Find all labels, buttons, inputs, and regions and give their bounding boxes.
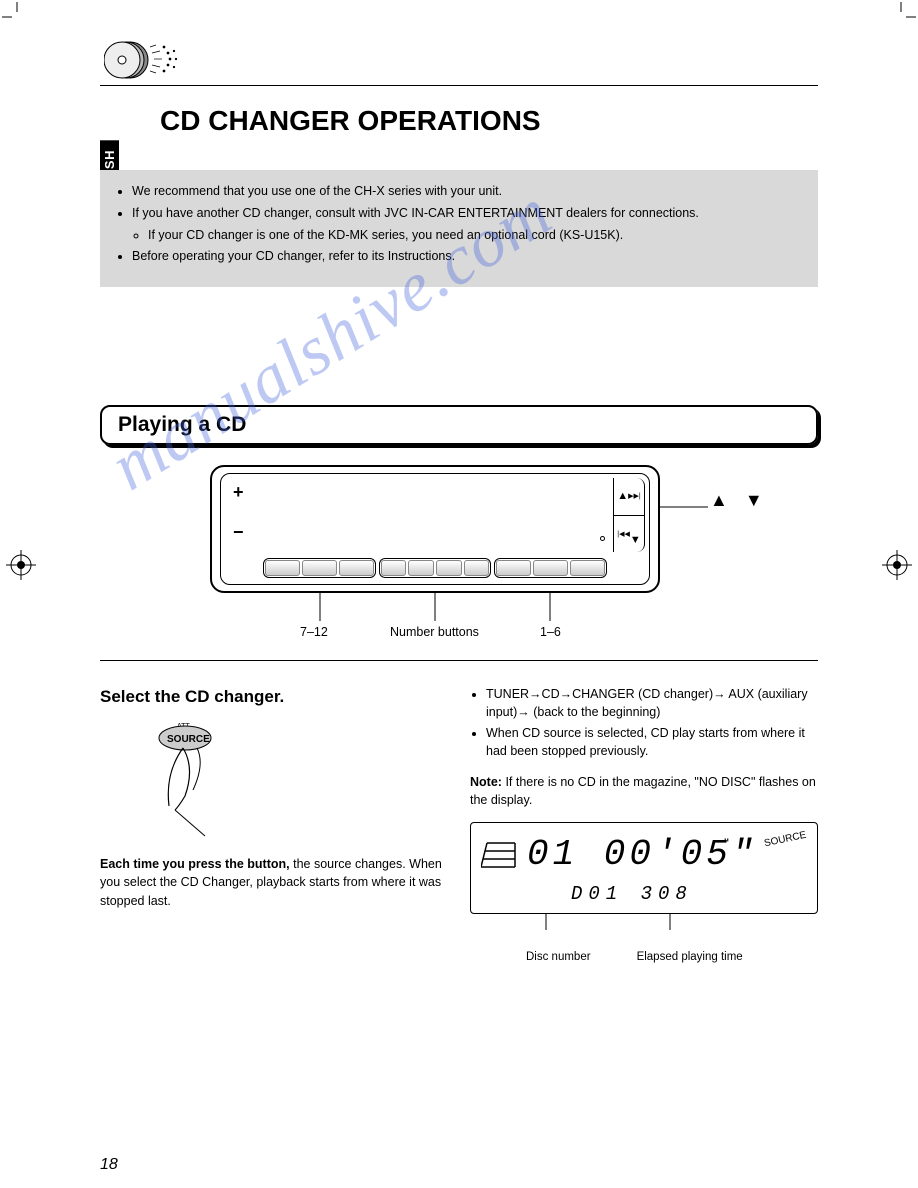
callout-7-12: 7–12 [300, 625, 328, 639]
cd-stack-icon [104, 37, 184, 88]
rocker-chevrons-label: ▲ ▼ [710, 490, 769, 511]
info-subitem: If your CD changer is one of the KD-MK s… [148, 226, 802, 245]
header-rule [100, 85, 818, 86]
lcd-sub-readout: D01 308 [571, 881, 693, 909]
source-button-illustration: ATT SOURCE [145, 718, 445, 843]
registration-mark-right [882, 550, 912, 585]
button-cluster-mid [379, 558, 492, 578]
volume-up-icon: + [233, 482, 244, 503]
indicator-dot-icon [600, 536, 605, 541]
lcd-tick-icon: " [724, 833, 729, 853]
crop-mark-tr [886, 2, 916, 32]
lcd-annot-right: Elapsed playing time [637, 949, 743, 966]
info-item: Before operating your CD changer, refer … [132, 247, 802, 266]
info-item-text: If you have another CD changer, consult … [132, 206, 699, 220]
left-column: Select the CD changer. ATT SOURCE Each t… [100, 685, 445, 922]
note-text: If there is no CD in the magazine, "NO D… [470, 775, 816, 807]
lcd-annotations: Disc number Elapsed playing time [470, 949, 818, 966]
callout-number-buttons: Number buttons [390, 625, 479, 639]
lcd-annot-left: Disc number [526, 949, 591, 966]
step-text: Each time you press the button, the sour… [100, 855, 445, 909]
lcd-annotation-lines [470, 914, 810, 940]
button-cluster-right [494, 558, 607, 578]
device-diagram: + − ▲▶▶| |◀◀▼ [210, 465, 660, 593]
step-heading: Select the CD changer. [100, 685, 445, 710]
right-bullet: When CD source is selected, CD play star… [486, 724, 818, 760]
button-cluster-left [263, 558, 376, 578]
volume-down-icon: − [233, 522, 244, 543]
disc-stack-lcd-icon [481, 837, 521, 892]
section-banner: Playing a CD [100, 405, 818, 445]
page-number: 18 [100, 1156, 118, 1174]
crop-mark-tl [2, 2, 32, 32]
note-label: Note: [470, 775, 502, 789]
lcd-display: 01 00'05" " SOURCE D01 308 [470, 822, 818, 914]
track-down-icon: |◀◀▼ [614, 516, 644, 553]
right-column: TUNER→CD→CHANGER (CD changer)→ AUX (auxi… [470, 685, 818, 966]
callout-1-6: 1–6 [540, 625, 561, 639]
right-bullet: TUNER→CD→CHANGER (CD changer)→ AUX (auxi… [486, 685, 818, 721]
lcd-source-label: SOURCE [763, 828, 808, 851]
info-item: We recommend that you use one of the CH-… [132, 182, 802, 201]
banner-title: Playing a CD [118, 413, 246, 437]
page-title: CD CHANGER OPERATIONS [160, 105, 541, 137]
page-content: ENGLISH CD CHANGER OPERATIONS We recomme… [100, 45, 818, 1138]
registration-mark-left [6, 550, 36, 585]
note: Note: If there is no CD in the magazine,… [470, 773, 818, 809]
track-up-icon: ▲▶▶| [614, 478, 644, 516]
info-item: If you have another CD changer, consult … [132, 204, 802, 245]
callout-lines-bottom [210, 593, 660, 653]
step-bold: Each time you press the button, [100, 857, 290, 871]
source-label: SOURCE [167, 734, 210, 745]
track-rocker: ▲▶▶| |◀◀▼ [613, 478, 645, 552]
info-box: We recommend that you use one of the CH-… [100, 170, 818, 287]
column-separator-rule [100, 660, 818, 661]
lcd-main-readout: 01 00'05" [527, 829, 757, 881]
